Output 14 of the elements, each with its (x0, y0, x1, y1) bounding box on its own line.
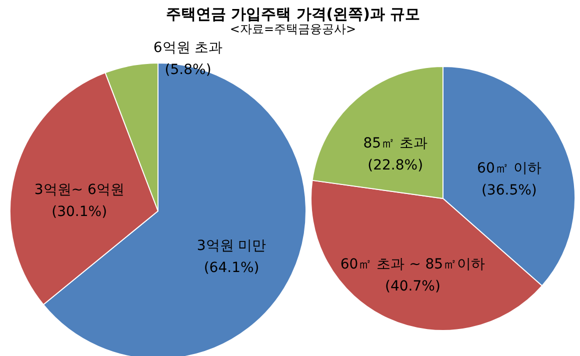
data-label: (64.1%) (204, 260, 260, 276)
slice-label: 3억원 미만 (196, 238, 266, 254)
chart-title: 주택연금 가입주택 가격(왼쪽)과 규모 (166, 4, 420, 23)
data-label: (22.8%) (368, 158, 424, 174)
slice-label: 3억원~ 6억원 (34, 182, 124, 198)
slice-label: 60㎡ 이하 (477, 160, 542, 177)
slice-label: 85㎡ 초과 (363, 136, 428, 152)
data-label: (36.5%) (481, 182, 537, 199)
data-label: (40.7%) (385, 278, 440, 294)
chart-subtitle: <자료=주택금융공사> (230, 22, 356, 36)
data-label: (30.1%) (52, 204, 108, 220)
data-label: (5.8%) (164, 62, 212, 78)
slice-label: 60㎡ 초과 ~ 85㎡이하 (340, 256, 486, 272)
slice-label: 6억원 초과 (153, 40, 223, 56)
